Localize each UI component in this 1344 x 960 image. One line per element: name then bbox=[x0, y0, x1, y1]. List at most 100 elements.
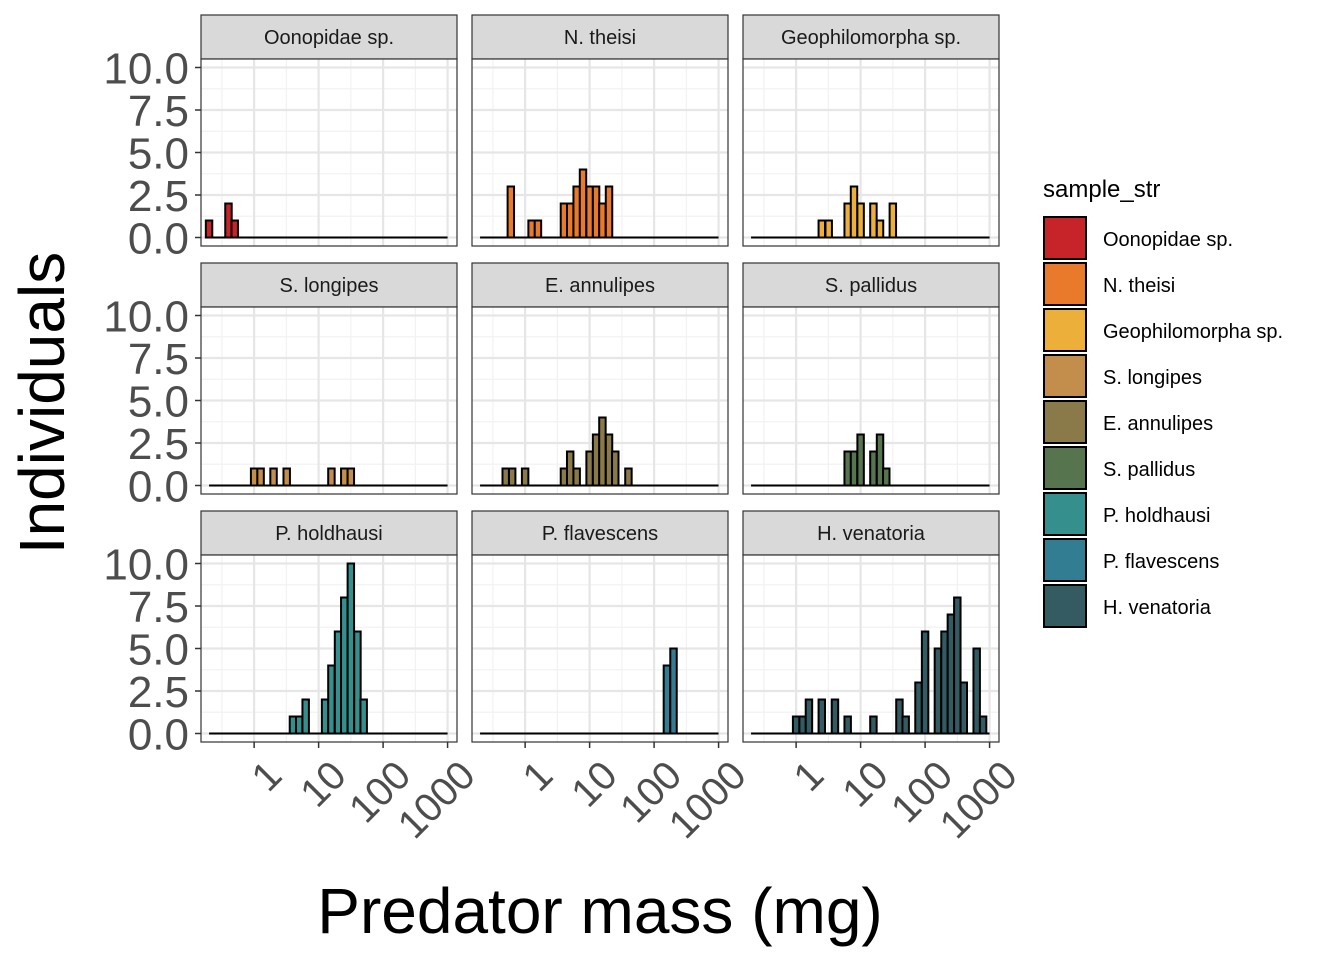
facet-panel: Geophilomorpha sp. bbox=[742, 14, 1000, 247]
x-tick-label: 1000 bbox=[932, 753, 1026, 847]
histogram-bar bbox=[869, 450, 878, 487]
legend-key bbox=[1043, 400, 1087, 444]
legend-label: Geophilomorpha sp. bbox=[1103, 321, 1283, 343]
histogram-bar bbox=[327, 664, 336, 735]
histogram-bar bbox=[869, 202, 878, 239]
panel-plot-area bbox=[472, 555, 728, 742]
legend-title: sample_str bbox=[1043, 176, 1160, 203]
facet-strip bbox=[742, 510, 1000, 556]
facet-panels: Oonopidae sp.0.02.55.07.510.0N. theisi Ge… bbox=[103, 14, 1026, 847]
panel-plot-area bbox=[472, 307, 728, 494]
histogram-bar bbox=[301, 698, 310, 735]
histogram-bar bbox=[624, 467, 633, 487]
legend-key bbox=[1043, 492, 1087, 536]
facet-strip-label: H. venatoria bbox=[817, 523, 926, 545]
legend-label: H. venatoria bbox=[1103, 597, 1212, 619]
panel-plot-area bbox=[743, 555, 999, 742]
facet-strip-label: P. holdhausi bbox=[275, 523, 383, 545]
legend-label: S. longipes bbox=[1103, 367, 1202, 389]
legend-key bbox=[1043, 216, 1087, 260]
facet-strip-label: P. flavescens bbox=[542, 523, 658, 545]
histogram-bar bbox=[888, 202, 898, 239]
y-tick-label: 2.5 bbox=[128, 668, 189, 717]
x-tick-label: 1 bbox=[514, 753, 561, 800]
histogram-bar bbox=[978, 715, 988, 735]
histogram-bar bbox=[598, 416, 607, 487]
histogram-bar bbox=[611, 450, 620, 487]
legend-key bbox=[1043, 584, 1087, 628]
x-tick-label: 1000 bbox=[390, 753, 484, 847]
histogram-bar bbox=[817, 698, 827, 735]
histogram-bar bbox=[346, 467, 356, 487]
y-tick-label: 2.5 bbox=[128, 420, 189, 469]
histogram-bar bbox=[520, 467, 530, 487]
histogram-bar bbox=[572, 467, 581, 487]
facet-panel: E. annulipes bbox=[471, 262, 729, 495]
facet-strip-label: Oonopidae sp. bbox=[264, 27, 394, 49]
histogram-bar bbox=[882, 467, 891, 487]
histogram-bar bbox=[269, 467, 278, 487]
histogram-bar bbox=[972, 647, 981, 735]
histogram-bar bbox=[346, 562, 356, 735]
y-tick-label: 2.5 bbox=[128, 172, 189, 221]
histogram-bar bbox=[953, 596, 962, 735]
legend-key bbox=[1043, 262, 1087, 306]
legend-label: P. holdhausi bbox=[1103, 505, 1211, 527]
histogram-bar bbox=[856, 202, 865, 239]
histogram-bar bbox=[933, 647, 943, 735]
facet-strip-label: S. pallidus bbox=[825, 275, 917, 297]
histogram-bar bbox=[869, 715, 878, 735]
histogram-bar bbox=[830, 698, 840, 735]
facet-strip bbox=[471, 510, 729, 556]
y-tick-label: 5.0 bbox=[128, 378, 189, 427]
facet-strip-label: Geophilomorpha sp. bbox=[781, 27, 961, 49]
facet-strip bbox=[200, 510, 458, 556]
histogram-bar bbox=[340, 467, 349, 487]
histogram-bar bbox=[824, 219, 833, 239]
facet-strip bbox=[200, 14, 458, 60]
panel-plot-area bbox=[743, 59, 999, 246]
histogram-bar bbox=[598, 202, 607, 239]
histogram-bar bbox=[817, 219, 827, 239]
facet-panel: S. longipes 0.02.55.07.510.0 bbox=[103, 262, 458, 512]
histogram-bar bbox=[204, 219, 214, 239]
y-tick-label: 5.0 bbox=[128, 626, 189, 675]
facet-strip bbox=[742, 14, 1000, 60]
histogram-bar bbox=[875, 219, 885, 239]
facet-strip-label: E. annulipes bbox=[545, 275, 655, 297]
histogram-bar bbox=[901, 715, 910, 735]
facet-strip bbox=[200, 262, 458, 308]
histogram-bar bbox=[843, 715, 852, 735]
histogram-bar bbox=[959, 681, 969, 735]
x-tick-label: 10 bbox=[563, 753, 626, 816]
panel-plot-area bbox=[201, 59, 457, 246]
histogram-bar bbox=[359, 698, 368, 735]
histogram-bar bbox=[849, 450, 859, 487]
panel-plot-area bbox=[743, 307, 999, 494]
legend-label: S. pallidus bbox=[1103, 459, 1195, 481]
histogram-bar bbox=[282, 467, 291, 487]
legend-label: N. theisi bbox=[1103, 275, 1175, 297]
y-tick-label: 10.0 bbox=[103, 541, 189, 590]
facet-strip-label: N. theisi bbox=[564, 27, 636, 49]
facet-panel: S. pallidus bbox=[742, 262, 1000, 495]
x-tick-label: 1 bbox=[785, 753, 832, 800]
x-tick-label: 1000 bbox=[661, 753, 755, 847]
y-axis-title: Individuals bbox=[6, 252, 78, 554]
histogram-bar bbox=[340, 596, 349, 735]
y-tick-label: 0.0 bbox=[128, 463, 189, 512]
x-tick-label: 10 bbox=[834, 753, 897, 816]
histogram-bar bbox=[230, 219, 239, 239]
y-tick-label: 10.0 bbox=[103, 45, 189, 94]
legend-key bbox=[1043, 446, 1087, 490]
panel-plot-area bbox=[201, 307, 457, 494]
legend-label: P. flavescens bbox=[1103, 551, 1219, 573]
y-tick-label: 0.0 bbox=[128, 711, 189, 760]
histogram-bar bbox=[256, 467, 265, 487]
histogram-bar bbox=[578, 168, 588, 239]
panel-plot-area bbox=[201, 555, 457, 742]
